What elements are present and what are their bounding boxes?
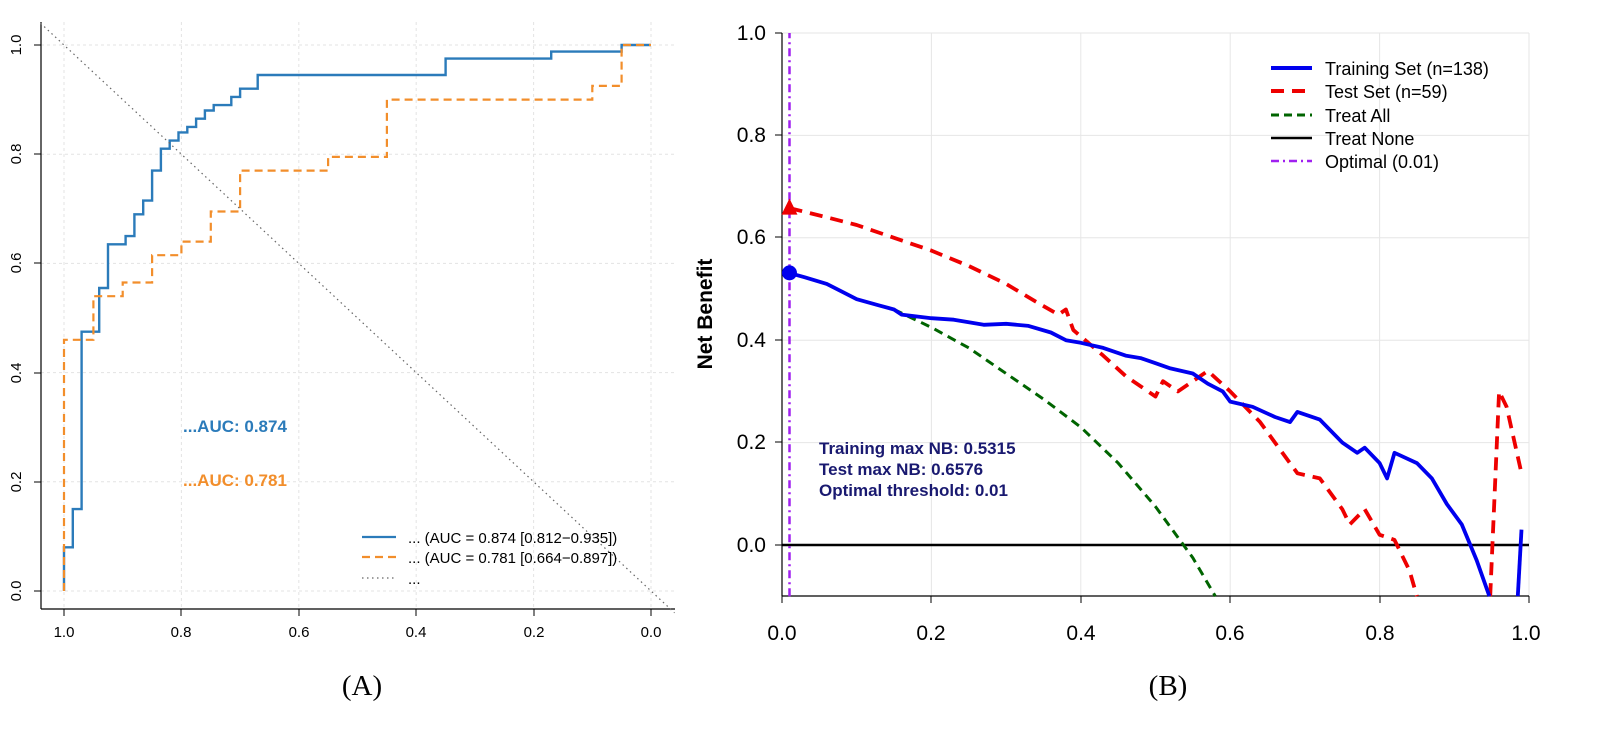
legend-label-series-1: ... (AUC = 0.874 [0.812−0.935]) [408,530,617,547]
panel-b-y-axis-title: Net Benefit [694,259,717,370]
panel-b-grid [781,32,1530,596]
panel-a-y-tick-label: 0.6 [8,253,25,274]
legend-label-treat-all: Treat All [1325,106,1390,126]
panel-a-series-line-3 [40,22,675,614]
panel-b-series-line-training-set-n-138 [788,271,1492,597]
panel-a-x-tick-label: 0.6 [289,624,310,641]
panel-a-series [40,22,675,614]
legend-label-optimal: Optimal (0.01) [1325,152,1439,172]
panel-a-auc-annotation-2: ...AUC: 0.781 [183,471,287,490]
panel-b-y-tick-label: 1.0 [737,22,766,45]
panel-b-x-tick-label: 1.0 [1511,622,1540,645]
panel-b-x-tick-label: 0.4 [1066,622,1096,645]
legend-label-series-2: ... (AUC = 0.781 [0.664−0.897]) [408,550,617,567]
panel-b-x-tick-label: 0.0 [767,622,796,645]
panel-b-marker-training-max [781,265,797,281]
panel-a-x-tick-label: 0.2 [524,624,545,641]
panel-a-y-tick-label: 0.4 [8,363,25,384]
panel-b-y-tick-label: 0.2 [737,431,766,454]
panel-a-roc: 0.0 0.2 0.4 0.6 0.8 1.0 1.0 0.8 0.6 0.4 … [8,22,675,702]
panel-b-y-tick-label: 0.6 [737,226,766,249]
panel-b-series-line-treat-all [893,308,1217,597]
legend-label-test: Test Set (n=59) [1325,82,1448,102]
panel-b-series-line-test-set-n-59 [789,206,1419,597]
panel-a-series-line-2 [62,43,651,591]
panel-a-y-ticks: 0.0 0.2 0.4 0.6 0.8 1.0 [8,35,41,602]
panel-b-annotation-optimal: Optimal threshold: 0.01 [819,481,1008,500]
panel-b-caption: (B) [1149,670,1188,702]
panel-a-y-tick-label: 0.0 [8,581,25,602]
panel-b-x-tick-label: 0.8 [1365,622,1394,645]
panel-b-x-tick-label: 0.2 [916,622,945,645]
panel-b-y-tick-label: 0.4 [737,329,767,352]
panel-a-grid [41,22,675,609]
panel-a-x-tick-label: 0.4 [406,624,427,641]
legend-label-training: Training Set (n=138) [1325,59,1489,79]
panel-b-legend: Training Set (n=138) Test Set (n=59) Tre… [1271,59,1489,172]
panel-a-caption: (A) [342,670,382,702]
panel-b-markers [781,198,798,281]
panel-b-annotation-training-max: Training max NB: 0.5315 [819,439,1016,458]
legend-label-series-3: ... [408,571,421,588]
panel-a-x-ticks: 1.0 0.8 0.6 0.4 0.2 0.0 [54,609,662,641]
panel-a-series-line-1 [62,43,651,591]
legend-label-treat-none: Treat None [1325,129,1414,149]
panel-b-y-tick-label: 0.8 [737,124,766,147]
panel-b-annotation-test-max: Test max NB: 0.6576 [819,460,983,479]
panel-b-x-ticks: 0.0 0.2 0.4 0.6 0.8 1.0 [767,596,1541,645]
panel-b-y-ticks: 0.0 0.2 0.4 0.6 0.8 1.0 [737,22,782,557]
panel-a-x-tick-label: 0.8 [171,624,192,641]
panel-a-legend: ... (AUC = 0.874 [0.812−0.935]) ... (AUC… [362,530,617,588]
panel-a-x-tick-label: 1.0 [54,624,75,641]
panel-a-y-tick-label: 0.2 [8,472,25,493]
panel-b-marker-test-max [781,198,798,215]
panel-a-x-tick-label: 0.0 [641,624,662,641]
panel-a-y-tick-label: 1.0 [8,35,25,56]
panel-b-series [782,33,1529,597]
panel-b-dca: 0.0 0.2 0.4 0.6 0.8 1.0 0.0 0.2 0.4 0.6 … [694,22,1541,702]
panel-b-series-line-extra-5 [1488,389,1524,597]
panel-a-auc-annotation-1: ...AUC: 0.874 [183,417,287,436]
panel-a-y-tick-label: 0.8 [8,144,25,165]
panel-b-series-line-extra-6 [1515,529,1524,597]
panel-b-y-tick-label: 0.0 [737,534,766,557]
panel-b-x-tick-label: 0.6 [1215,622,1244,645]
